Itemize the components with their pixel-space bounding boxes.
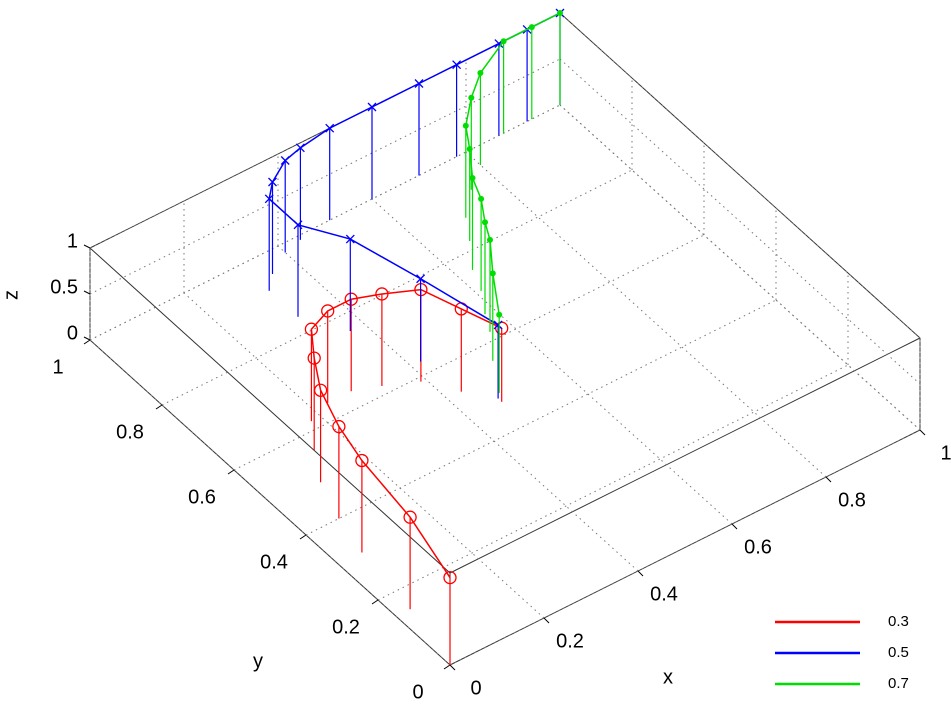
y-tick-label: 0.8: [116, 421, 144, 443]
marker: [268, 177, 277, 187]
z-axis-label: z: [0, 290, 22, 300]
x-tick-label: 0.6: [744, 536, 772, 558]
x-tick-label: 0.8: [838, 489, 866, 511]
x-tick-label: 0.4: [650, 583, 678, 605]
y-tick: [227, 469, 235, 475]
x-tick-label: 0.2: [556, 630, 584, 652]
x-tick: [543, 617, 550, 624]
grid-line: [559, 104, 921, 431]
marker: [500, 38, 507, 45]
marker: [477, 70, 484, 76]
marker: [332, 419, 346, 434]
y-tick-label: 0.6: [188, 486, 216, 508]
y-tick: [83, 339, 91, 345]
x-axis-label: x: [663, 666, 673, 688]
marker: [443, 570, 457, 585]
marker: [487, 236, 493, 243]
z-tick-label: 1: [67, 230, 78, 252]
grid-line: [161, 169, 633, 406]
grid-line: [371, 198, 733, 525]
marker: [295, 143, 305, 153]
marker: [469, 174, 476, 181]
marker: [307, 351, 321, 365]
y-tick: [299, 534, 307, 540]
z-tick-label: 0.5: [50, 276, 78, 298]
marker: [452, 60, 462, 70]
marker: [557, 10, 563, 16]
marker: [375, 287, 389, 301]
box-edge: [89, 247, 451, 574]
x-tick-label: 1: [940, 442, 951, 464]
legend-label: 0.5: [888, 644, 909, 661]
marker: [313, 383, 328, 397]
marker: [489, 270, 496, 277]
marker: [344, 292, 358, 306]
grid-line: [465, 151, 827, 478]
legend-label: 0.3: [888, 613, 909, 630]
marker: [264, 194, 274, 204]
x-tick-label: 0: [470, 677, 481, 699]
marker: [355, 453, 369, 468]
marker: [293, 220, 303, 230]
y-tick: [371, 599, 379, 605]
box-edge: [449, 337, 921, 574]
marker: [493, 320, 503, 330]
z-tick: [83, 244, 91, 249]
marker: [325, 123, 335, 133]
x-tick: [825, 476, 832, 483]
marker: [482, 219, 488, 226]
y-axis-label: y: [253, 650, 263, 672]
marker: [466, 146, 473, 153]
x-tick: [637, 570, 644, 577]
marker: [478, 195, 485, 202]
y-tick-label: 0.4: [260, 551, 288, 573]
marker: [468, 94, 475, 101]
grid-line: [377, 364, 849, 601]
y-tick: [443, 664, 451, 670]
z-tick: [83, 290, 91, 295]
marker: [462, 122, 469, 129]
grid-line: [559, 12, 921, 339]
y-tick-label: 1: [52, 356, 63, 378]
grid-line: [277, 245, 639, 572]
x-tick: [449, 664, 456, 671]
z-tick: [83, 336, 91, 341]
marker: [496, 311, 503, 318]
marker: [403, 510, 417, 524]
marker: [416, 274, 426, 284]
legend-label: 0.7: [888, 675, 909, 692]
marker: [280, 156, 290, 165]
z-tick-label: 0: [67, 322, 78, 344]
marker: [528, 24, 535, 31]
marker: [367, 102, 377, 112]
marker: [414, 79, 424, 88]
y-tick-label: 0.2: [332, 616, 360, 638]
grid-line: [559, 58, 921, 385]
x-tick: [731, 523, 738, 530]
y-tick: [155, 404, 163, 410]
marker: [304, 322, 319, 336]
grid-line: [89, 339, 451, 666]
y-tick-label: 0: [412, 681, 423, 703]
series-line: [268, 12, 561, 326]
marker: [321, 304, 335, 318]
marker: [345, 234, 355, 244]
box-edge: [449, 429, 921, 666]
x-tick: [919, 429, 926, 436]
